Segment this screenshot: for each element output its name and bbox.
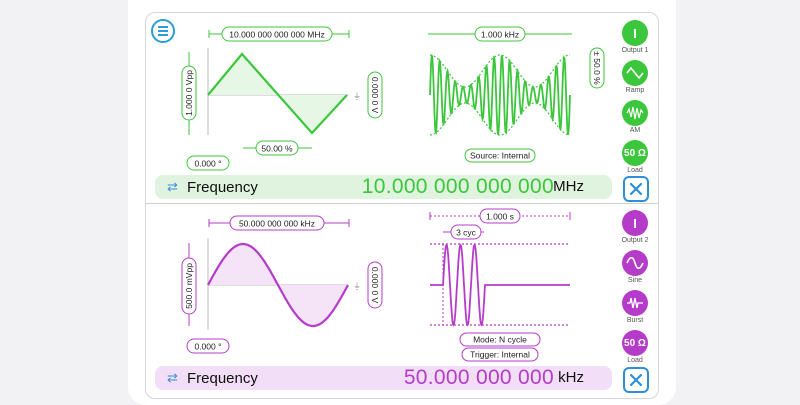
channel-divider <box>145 203 659 204</box>
ch2-frequency-unit[interactable]: kHz <box>558 369 584 386</box>
ch2-trigger-pill-text: Trigger: Internal <box>470 350 530 360</box>
ch1-load-label: Load <box>627 167 643 174</box>
ch2-frequency-pill[interactable] <box>229 215 325 231</box>
ch1-amplitude-pill[interactable] <box>181 65 197 121</box>
ch2-sine-waveform <box>207 242 349 328</box>
ch1-mod-frequency-pill-text: 1.000 kHz <box>481 30 519 40</box>
ch1-source-pill[interactable] <box>464 148 536 163</box>
ch2-burst-button[interactable] <box>622 290 648 316</box>
ch1-load-button[interactable]: 50 Ω <box>622 140 648 166</box>
ch1-waveform-label: Ramp <box>625 87 645 94</box>
ch1-offset-pill-text: 0.000 0 V <box>370 77 380 114</box>
ch1-modulation-button[interactable] <box>622 100 648 126</box>
ch2-amplitude-pill-text: 500.0 mVpp <box>184 263 194 309</box>
ch2-burst-waveform <box>430 243 570 327</box>
ch1-waveform-button[interactable] <box>622 60 648 86</box>
ch1-output-button[interactable]: I <box>622 20 648 46</box>
ch2-waveform-label: Sine <box>627 277 642 284</box>
ch2-waveform-button[interactable] <box>622 250 648 276</box>
ch2-cycles-pill-text: 3 cyc <box>456 228 477 238</box>
ch1-phase-pill[interactable] <box>186 155 230 171</box>
burst-wave-icon <box>627 297 643 309</box>
ch2-burst-period-pill-text: 1.000 s <box>486 212 514 222</box>
ch2-frequency-label: Frequency <box>187 369 258 387</box>
swap-arrows-icon[interactable]: ⇄ <box>167 370 178 385</box>
ch2-side-buttons: I Output 2 Sine Burst 50 Ω Load <box>618 210 652 370</box>
ch1-amplitude-pill-text: 1.000 0 Vpp <box>184 70 194 116</box>
ch1-side-buttons: I Output 1 Ramp AM 50 Ω Load <box>618 20 652 180</box>
ch2-load-label: Load <box>627 357 643 364</box>
ch1-mod-depth-pill[interactable] <box>589 47 605 89</box>
ch2-frequency-value[interactable]: 50.000 000 000 <box>403 366 554 389</box>
ch1-modulation-label: AM <box>629 127 641 134</box>
ramp-wave-icon <box>626 67 644 79</box>
ch2-load-button[interactable]: 50 Ω <box>622 330 648 356</box>
ch1-frequency-label: Frequency <box>187 178 258 196</box>
ch1-frequency-unit[interactable]: MHz <box>553 178 584 195</box>
ch2-load-value: 50 Ω <box>624 337 646 349</box>
tools-icon[interactable] <box>623 367 649 393</box>
ch2-frequency-field[interactable]: ⇄ Frequency 50.000 000 000 kHz <box>155 366 612 390</box>
ch2-mode-pill-text: Mode: N cycle <box>473 335 527 345</box>
ch1-symmetry-pill[interactable] <box>255 140 299 156</box>
ch2-amplitude-pill[interactable] <box>181 257 197 315</box>
ch2-burst-label: Burst <box>626 317 644 324</box>
ch1-mod-frequency-pill[interactable] <box>474 26 526 42</box>
ch1-am-carrier-waveform <box>429 55 571 135</box>
ch2-trigger-pill[interactable] <box>461 347 539 362</box>
power-icon: I <box>633 25 637 41</box>
power-icon: I <box>633 215 637 231</box>
ch1-load-value: 50 Ω <box>624 147 646 159</box>
ch1-am-envelope-top <box>430 54 570 88</box>
ch2-output-button[interactable]: I <box>622 210 648 236</box>
ch2-offset-pill-text: 0.000 0 V <box>370 267 380 304</box>
ch1-phase-pill-text: 0.000 ° <box>194 159 221 169</box>
ch1-mod-depth-pill-text: ± 50.0 % <box>592 51 602 85</box>
hamburger-menu-icon[interactable] <box>151 19 175 43</box>
ch2-burst-period-pill[interactable] <box>479 208 521 224</box>
ch2-frequency-pill-text: 50.000 000 000 kHz <box>239 219 315 229</box>
ch2-output-label: Output 2 <box>621 237 649 244</box>
am-wave-icon <box>626 106 644 120</box>
ch1-am-envelope-bottom <box>430 102 570 136</box>
ch2-mode-pill[interactable] <box>459 332 541 347</box>
ch1-frequency-value[interactable]: 10.000 000 000 000 <box>361 175 554 198</box>
sine-wave-icon <box>626 257 644 269</box>
ch2-phase-pill[interactable] <box>186 338 230 354</box>
ground-icon: ⏚ <box>353 92 361 101</box>
ch1-frequency-pill-text: 10.000 000 000 000 MHz <box>229 30 324 40</box>
ch2-offset-pill[interactable] <box>367 261 383 309</box>
ground-icon: ⏚ <box>353 282 361 291</box>
ch2-cycles-pill[interactable] <box>450 224 482 240</box>
ch1-output-label: Output 1 <box>621 47 649 54</box>
ch1-source-pill-text: Source: Internal <box>470 151 530 161</box>
ch1-offset-pill[interactable] <box>367 71 383 119</box>
tools-icon[interactable] <box>623 176 649 202</box>
ch1-frequency-pill[interactable] <box>221 26 333 42</box>
ch1-frequency-field[interactable]: ⇄ Frequency 10.000 000 000 000 MHz <box>155 175 612 199</box>
ch2-phase-pill-text: 0.000 ° <box>194 342 221 352</box>
ch1-symmetry-pill-text: 50.00 % <box>261 144 293 154</box>
swap-arrows-icon[interactable]: ⇄ <box>167 179 178 194</box>
ch1-ramp-waveform <box>207 52 348 135</box>
